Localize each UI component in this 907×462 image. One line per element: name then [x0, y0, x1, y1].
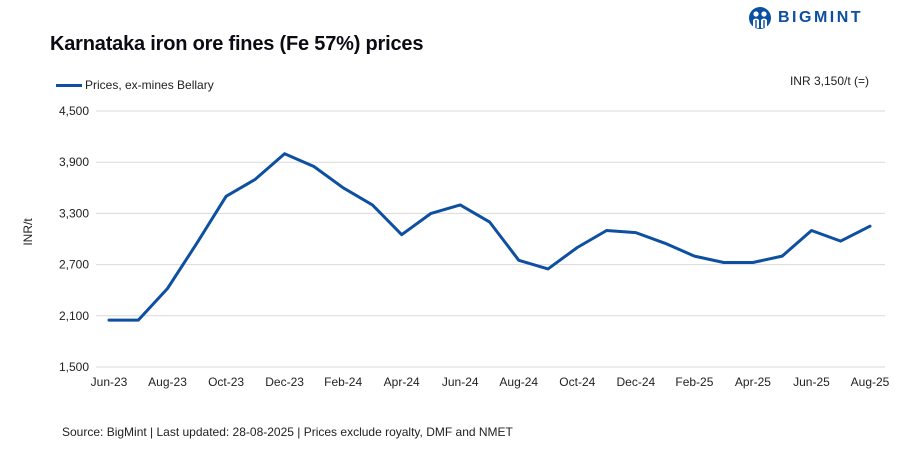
x-tick-label: Dec-24	[617, 375, 656, 389]
legend-line-swatch	[56, 83, 82, 87]
x-tick-label: Oct-24	[559, 375, 595, 389]
x-tick-label: Jun-24	[442, 375, 479, 389]
legend-label: Prices, ex-mines Bellary	[85, 78, 214, 92]
x-tick-label: Jun-25	[793, 375, 830, 389]
x-tick-label: Oct-23	[208, 375, 244, 389]
y-tick-label: 1,500	[59, 360, 89, 374]
bigmint-logo-icon	[749, 7, 771, 29]
y-axis-ticks: 1,500 2,100 2,700 3,300 3,900 4,500	[59, 104, 89, 374]
x-tick-label: Feb-25	[675, 375, 713, 389]
x-tick-label: Apr-25	[735, 375, 771, 389]
x-tick-label: Aug-24	[499, 375, 538, 389]
gridlines	[96, 110, 885, 368]
x-axis-ticks: Jun-23 Aug-23 Oct-23 Dec-23 Feb-24 Apr-24 Jun-…	[91, 375, 890, 389]
x-tick-label: Dec-23	[265, 375, 304, 389]
y-tick-label: 2,100	[59, 309, 89, 323]
bigmint-logo-text: BIGMINT	[778, 9, 864, 26]
source-note: Source: BigMint | Last updated: 28-08-20…	[62, 425, 513, 439]
y-tick-label: 2,700	[59, 258, 89, 272]
chart-legend: Prices, ex-mines Bellary	[56, 78, 214, 92]
x-tick-label: Aug-23	[148, 375, 187, 389]
current-price-annotation: INR 3,150/t (=)	[789, 74, 869, 88]
x-tick-label: Aug-25	[851, 375, 890, 389]
y-tick-label: 3,900	[59, 155, 89, 169]
chart-title: Karnataka iron ore fines (Fe 57%) prices	[50, 33, 424, 55]
bigmint-logo: BIGMINT	[748, 6, 863, 30]
y-tick-label: 4,500	[59, 104, 89, 118]
x-tick-label: Apr-24	[384, 375, 420, 389]
price-line	[107, 152, 872, 322]
x-tick-label: Jun-23	[91, 375, 128, 389]
x-tick-label: Feb-24	[324, 375, 362, 389]
y-tick-label: 3,300	[59, 206, 89, 220]
